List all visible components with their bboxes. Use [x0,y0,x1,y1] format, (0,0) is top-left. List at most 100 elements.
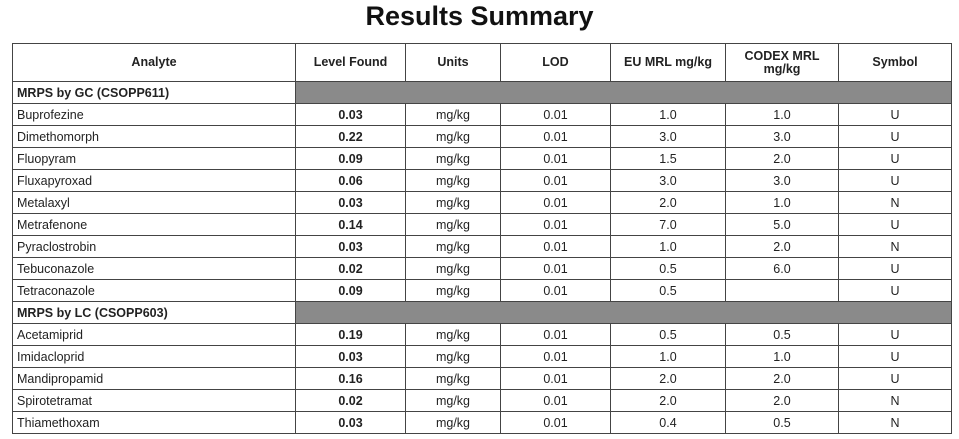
lod-cell: 0.01 [500,147,611,170]
analyte-cell: Spirotetramat [12,389,296,412]
lod-cell: 0.01 [500,367,611,390]
lod-cell: 0.01 [500,103,611,126]
symbol-cell: U [838,125,952,148]
eu-mrl-cell: 3.0 [610,169,726,192]
level-cell: 0.03 [295,411,406,434]
level-cell: 0.03 [295,345,406,368]
data-row: Metalaxyl 0.03 mg/kg 0.01 2.0 1.0 N [12,191,952,214]
data-row: Spirotetramat 0.02 mg/kg 0.01 2.0 2.0 N [12,389,952,412]
eu-mrl-cell: 2.0 [610,191,726,214]
section-fill [295,301,952,324]
symbol-cell: U [838,147,952,170]
header-row: Analyte Level Found Units LOD EU MRL mg/kg CO… [12,43,952,82]
eu-mrl-cell: 0.4 [610,411,726,434]
codex-mrl-cell: 2.0 [725,367,839,390]
level-cell: 0.19 [295,323,406,346]
level-cell: 0.09 [295,279,406,302]
analyte-cell: Metrafenone [12,213,296,236]
analyte-cell: Fluopyram [12,147,296,170]
analyte-cell: Acetamiprid [12,323,296,346]
analyte-cell: Mandipropamid [12,367,296,390]
codex-mrl-cell: 1.0 [725,191,839,214]
eu-mrl-cell: 1.5 [610,147,726,170]
symbol-cell: N [838,389,952,412]
analyte-cell: Imidacloprid [12,345,296,368]
section-row: MRPS by GC (CSOPP611) [12,81,952,104]
analyte-cell: Pyraclostrobin [12,235,296,258]
data-row: Metrafenone 0.14 mg/kg 0.01 7.0 5.0 U [12,213,952,236]
units-cell: mg/kg [405,125,501,148]
column-header: Analyte [12,43,296,82]
data-row: Mandipropamid 0.16 mg/kg 0.01 2.0 2.0 U [12,367,952,390]
table-body: MRPS by GC (CSOPP611) Buprofezine 0.03 mg/k… [12,81,952,434]
codex-mrl-cell: 2.0 [725,389,839,412]
symbol-cell: U [838,323,952,346]
level-cell: 0.06 [295,169,406,192]
units-cell: mg/kg [405,147,501,170]
units-cell: mg/kg [405,411,501,434]
symbol-cell: N [838,191,952,214]
units-cell: mg/kg [405,103,501,126]
units-cell: mg/kg [405,235,501,258]
units-cell: mg/kg [405,257,501,280]
lod-cell: 0.01 [500,279,611,302]
symbol-cell: U [838,279,952,302]
units-cell: mg/kg [405,367,501,390]
level-cell: 0.02 [295,389,406,412]
data-row: Thiamethoxam 0.03 mg/kg 0.01 0.4 0.5 N [12,411,952,434]
codex-mrl-cell: 2.0 [725,147,839,170]
lod-cell: 0.01 [500,257,611,280]
data-row: Fluopyram 0.09 mg/kg 0.01 1.5 2.0 U [12,147,952,170]
data-row: Buprofezine 0.03 mg/kg 0.01 1.0 1.0 U [12,103,952,126]
column-header: Level Found [295,43,406,82]
symbol-cell: U [838,367,952,390]
symbol-cell: N [838,411,952,434]
analyte-cell: Thiamethoxam [12,411,296,434]
lod-cell: 0.01 [500,235,611,258]
data-row: Fluxapyroxad 0.06 mg/kg 0.01 3.0 3.0 U [12,169,952,192]
lod-cell: 0.01 [500,411,611,434]
eu-mrl-cell: 3.0 [610,125,726,148]
lod-cell: 0.01 [500,345,611,368]
analyte-cell: Buprofezine [12,103,296,126]
data-row: Dimethomorph 0.22 mg/kg 0.01 3.0 3.0 U [12,125,952,148]
lod-cell: 0.01 [500,389,611,412]
codex-mrl-cell: 3.0 [725,169,839,192]
units-cell: mg/kg [405,169,501,192]
symbol-cell: N [838,235,952,258]
analyte-cell: Tebuconazole [12,257,296,280]
column-header: EU MRL mg/kg [610,43,726,82]
level-cell: 0.14 [295,213,406,236]
level-cell: 0.03 [295,235,406,258]
column-header: Units [405,43,501,82]
codex-mrl-cell: 5.0 [725,213,839,236]
lod-cell: 0.01 [500,125,611,148]
level-cell: 0.22 [295,125,406,148]
column-header: CODEX MRL mg/kg [725,43,839,82]
eu-mrl-cell: 0.5 [610,257,726,280]
results-table: Analyte Level Found Units LOD EU MRL mg/kg CO… [12,43,952,434]
level-cell: 0.02 [295,257,406,280]
data-row: Acetamiprid 0.19 mg/kg 0.01 0.5 0.5 U [12,323,952,346]
eu-mrl-cell: 7.0 [610,213,726,236]
eu-mrl-cell: 0.5 [610,279,726,302]
eu-mrl-cell: 2.0 [610,367,726,390]
analyte-cell: Metalaxyl [12,191,296,214]
codex-mrl-cell: 1.0 [725,345,839,368]
column-header: Symbol [838,43,952,82]
eu-mrl-cell: 2.0 [610,389,726,412]
level-cell: 0.16 [295,367,406,390]
level-cell: 0.03 [295,191,406,214]
symbol-cell: U [838,169,952,192]
analyte-cell: Fluxapyroxad [12,169,296,192]
codex-mrl-cell: 0.5 [725,411,839,434]
eu-mrl-cell: 0.5 [610,323,726,346]
analyte-cell: Dimethomorph [12,125,296,148]
section-fill [295,81,952,104]
units-cell: mg/kg [405,389,501,412]
units-cell: mg/kg [405,323,501,346]
symbol-cell: U [838,257,952,280]
section-title: MRPS by LC (CSOPP603) [12,301,296,324]
data-row: Imidacloprid 0.03 mg/kg 0.01 1.0 1.0 U [12,345,952,368]
